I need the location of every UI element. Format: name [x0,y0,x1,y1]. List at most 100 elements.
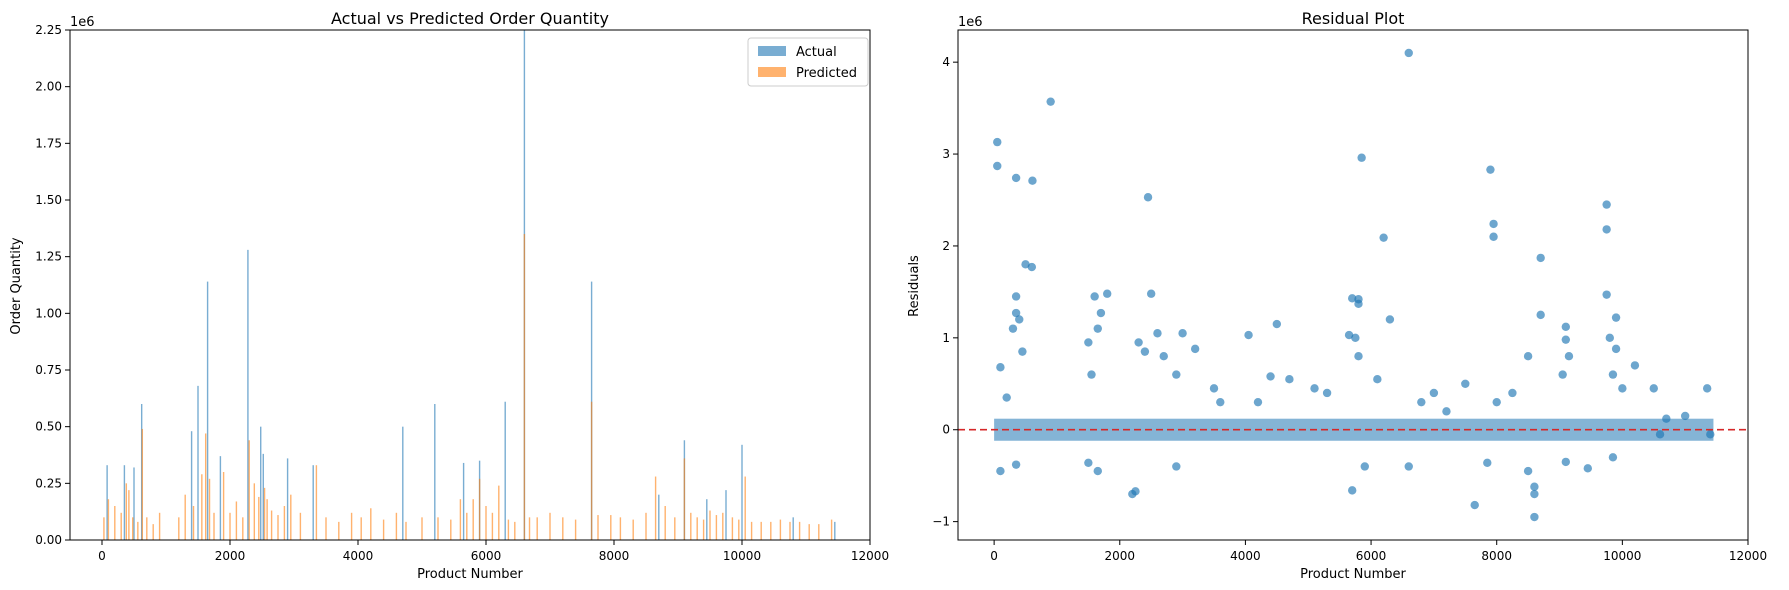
residual-point [1404,462,1413,471]
predicted-bar [798,521,801,540]
predicted-bar [523,234,526,540]
residual-point [1172,370,1181,379]
y-tick-label: 1.00 [35,306,62,320]
predicted-bar [830,519,833,540]
actual-bar [106,465,108,540]
predicted-bar [315,465,318,540]
predicted-bar [158,512,161,540]
residual-point [1561,335,1571,344]
predicted-bar [645,512,647,540]
residual-point [993,137,1002,147]
residual-point [1093,466,1102,476]
y-tick-label: 0.50 [35,420,62,434]
x-tick-label: 12000 [1729,549,1767,563]
residual-point [1489,219,1498,229]
predicted-bar [277,515,279,540]
predicted-bar [213,512,215,540]
predicted-bar [248,440,250,540]
residual-point [1322,388,1332,398]
residual-point [1140,347,1150,356]
y-axis-label: Residuals [907,255,922,317]
y-tick-label: 0.75 [35,363,62,377]
predicted-bar [263,487,266,540]
predicted-bar [590,401,593,540]
predicted-bar [619,517,622,540]
actual-bar [247,249,249,540]
residual-point [1630,361,1640,370]
residual-point [1483,458,1492,468]
residual-point [1046,97,1055,106]
x-axis-label: Product Number [417,567,523,582]
x-tick-label: 4000 [1230,549,1261,563]
predicted-bar [266,499,268,540]
predicted-bar [498,485,500,540]
residual-point [1216,397,1225,407]
residual-point [1310,384,1319,393]
actual-bar [706,499,708,540]
x-tick-label: 0 [98,549,106,563]
residual-point [1611,344,1621,354]
predicted-bar [722,512,724,540]
residual-point [1018,347,1027,356]
residual-point [1190,344,1200,354]
residual-point [1008,324,1018,333]
x-tick-label: 10000 [723,549,761,563]
predicted-bar [459,499,462,540]
residual-point [1404,48,1413,58]
residual-point [1028,176,1037,185]
actual-bar [197,385,199,540]
predicted-bar [478,478,481,540]
predicted-bar [760,521,762,540]
scatter-chart-panel: Residual Plot 1e6 Product Number Residua… [907,9,1767,582]
actual-bar [792,517,794,540]
predicted-bar [744,476,746,540]
predicted-bar [696,517,698,540]
residual-point [1662,414,1671,423]
residual-point [1146,289,1156,298]
predicted-bar [141,428,144,540]
residual-point [1011,308,1021,318]
residual-point [1489,232,1498,241]
predicted-bar [702,519,705,540]
predicted-bar [632,519,634,540]
residual-point [1655,430,1665,439]
residual-point [1011,292,1021,301]
residual-point [1159,352,1168,361]
axes: 0 2000 4000 6000 8000 10000 12000 −1 0 1 2 3 4 [932,29,1767,563]
legend: Actual Predicted [747,37,869,87]
residual-point [1285,374,1294,384]
plot-frame [957,29,1749,541]
bar-chart-panel: Actual vs Predicted Order Quantity 1e6 P… [9,9,889,582]
actual-bar [133,467,135,540]
y-tick-label: 4 [942,55,950,69]
residual-point [1530,489,1539,499]
predicted-bar [450,519,452,540]
residual-point [1134,338,1143,347]
predicted-bar [229,512,231,540]
predicted-bar [146,517,148,540]
predicted-bar [128,490,130,540]
residual-point [1702,384,1712,393]
residual-point [1357,153,1366,162]
predicted-bar [437,517,439,540]
residual-point [1492,397,1501,407]
x-tick-label: 6000 [471,549,502,563]
predicted-bar [192,506,195,540]
predicted-bar [338,521,340,540]
residual-point [1272,319,1282,329]
residual-point [1649,384,1658,393]
actual-bar [834,521,836,540]
residual-point [1087,370,1096,379]
actual-bar [123,465,126,540]
predicted-bar [125,483,128,540]
residual-point [1253,397,1263,407]
residual-point [1354,352,1363,361]
residual-point [1153,329,1162,338]
y-offset-text: 1e6 [70,15,95,30]
residual-point [1348,486,1357,495]
actual-bar [260,426,262,540]
x-tick-label: 12000 [851,549,889,563]
x-axis-label: Product Number [1300,567,1406,582]
predicted-bar [808,524,810,540]
residual-point [1470,500,1479,510]
